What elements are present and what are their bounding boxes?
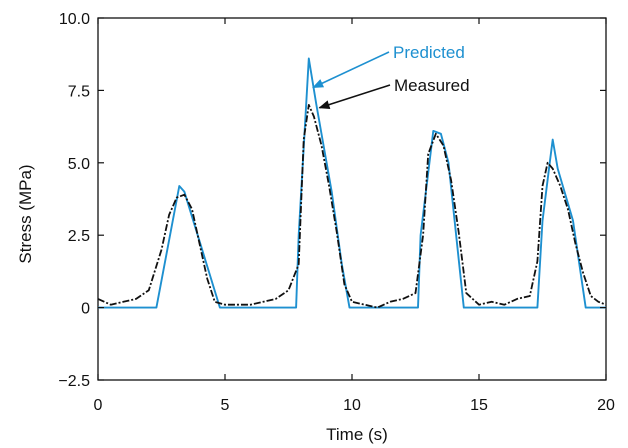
series-layer — [97, 57, 607, 309]
annotation-arrow — [318, 84, 391, 109]
x-tick-label: 15 — [470, 397, 488, 414]
y-axis-title: Stress (MPa) — [16, 164, 35, 263]
plot-border — [97, 17, 607, 381]
annotation-layer: Predicted Measured — [312, 43, 470, 109]
x-tick-label: 0 — [94, 397, 103, 414]
y-tick-label: −2.5 — [58, 373, 90, 390]
y-tick-label: 0 — [81, 301, 90, 318]
annotation-arrow — [312, 51, 390, 89]
x-tick-label: 5 — [221, 397, 230, 414]
annotation-label: Predicted — [393, 43, 465, 62]
x-tick-label: 20 — [597, 397, 615, 414]
measured-series-line — [97, 104, 607, 309]
y-tick-label: 5.0 — [68, 156, 90, 173]
y-tick-label: 10.0 — [59, 11, 90, 28]
x-axis-title: Time (s) — [326, 425, 388, 444]
annotation-label: Measured — [394, 76, 470, 95]
predicted-series-line — [98, 57, 606, 309]
plot-frame — [97, 17, 607, 381]
y-tick-label: 2.5 — [68, 228, 90, 245]
ticks-layer: 0 5 10 15 20−2.502.55.07.510.0 — [58, 11, 615, 414]
x-tick-label: 10 — [343, 397, 361, 414]
y-tick-label: 7.5 — [68, 83, 90, 100]
